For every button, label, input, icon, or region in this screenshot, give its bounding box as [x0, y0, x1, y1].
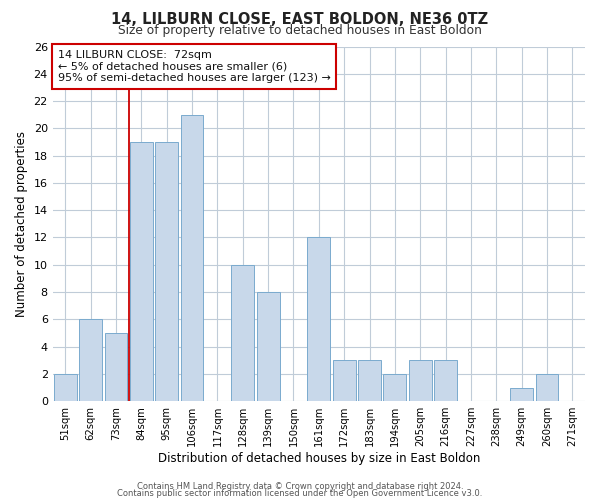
Bar — [358, 360, 381, 401]
Bar — [307, 238, 330, 401]
Bar — [434, 360, 457, 401]
Bar — [257, 292, 280, 401]
Text: Contains public sector information licensed under the Open Government Licence v3: Contains public sector information licen… — [118, 489, 482, 498]
Bar — [130, 142, 153, 401]
Bar — [155, 142, 178, 401]
Bar — [510, 388, 533, 401]
Bar — [536, 374, 559, 401]
X-axis label: Distribution of detached houses by size in East Boldon: Distribution of detached houses by size … — [158, 452, 480, 465]
Bar — [383, 374, 406, 401]
Bar — [54, 374, 77, 401]
Text: 14 LILBURN CLOSE:  72sqm
← 5% of detached houses are smaller (6)
95% of semi-det: 14 LILBURN CLOSE: 72sqm ← 5% of detached… — [58, 50, 331, 83]
Y-axis label: Number of detached properties: Number of detached properties — [15, 131, 28, 317]
Text: Contains HM Land Registry data © Crown copyright and database right 2024.: Contains HM Land Registry data © Crown c… — [137, 482, 463, 491]
Bar — [409, 360, 431, 401]
Bar — [104, 333, 127, 401]
Bar — [79, 320, 102, 401]
Text: 14, LILBURN CLOSE, EAST BOLDON, NE36 0TZ: 14, LILBURN CLOSE, EAST BOLDON, NE36 0TZ — [112, 12, 488, 28]
Bar — [181, 114, 203, 401]
Text: Size of property relative to detached houses in East Boldon: Size of property relative to detached ho… — [118, 24, 482, 37]
Bar — [232, 265, 254, 401]
Bar — [333, 360, 356, 401]
